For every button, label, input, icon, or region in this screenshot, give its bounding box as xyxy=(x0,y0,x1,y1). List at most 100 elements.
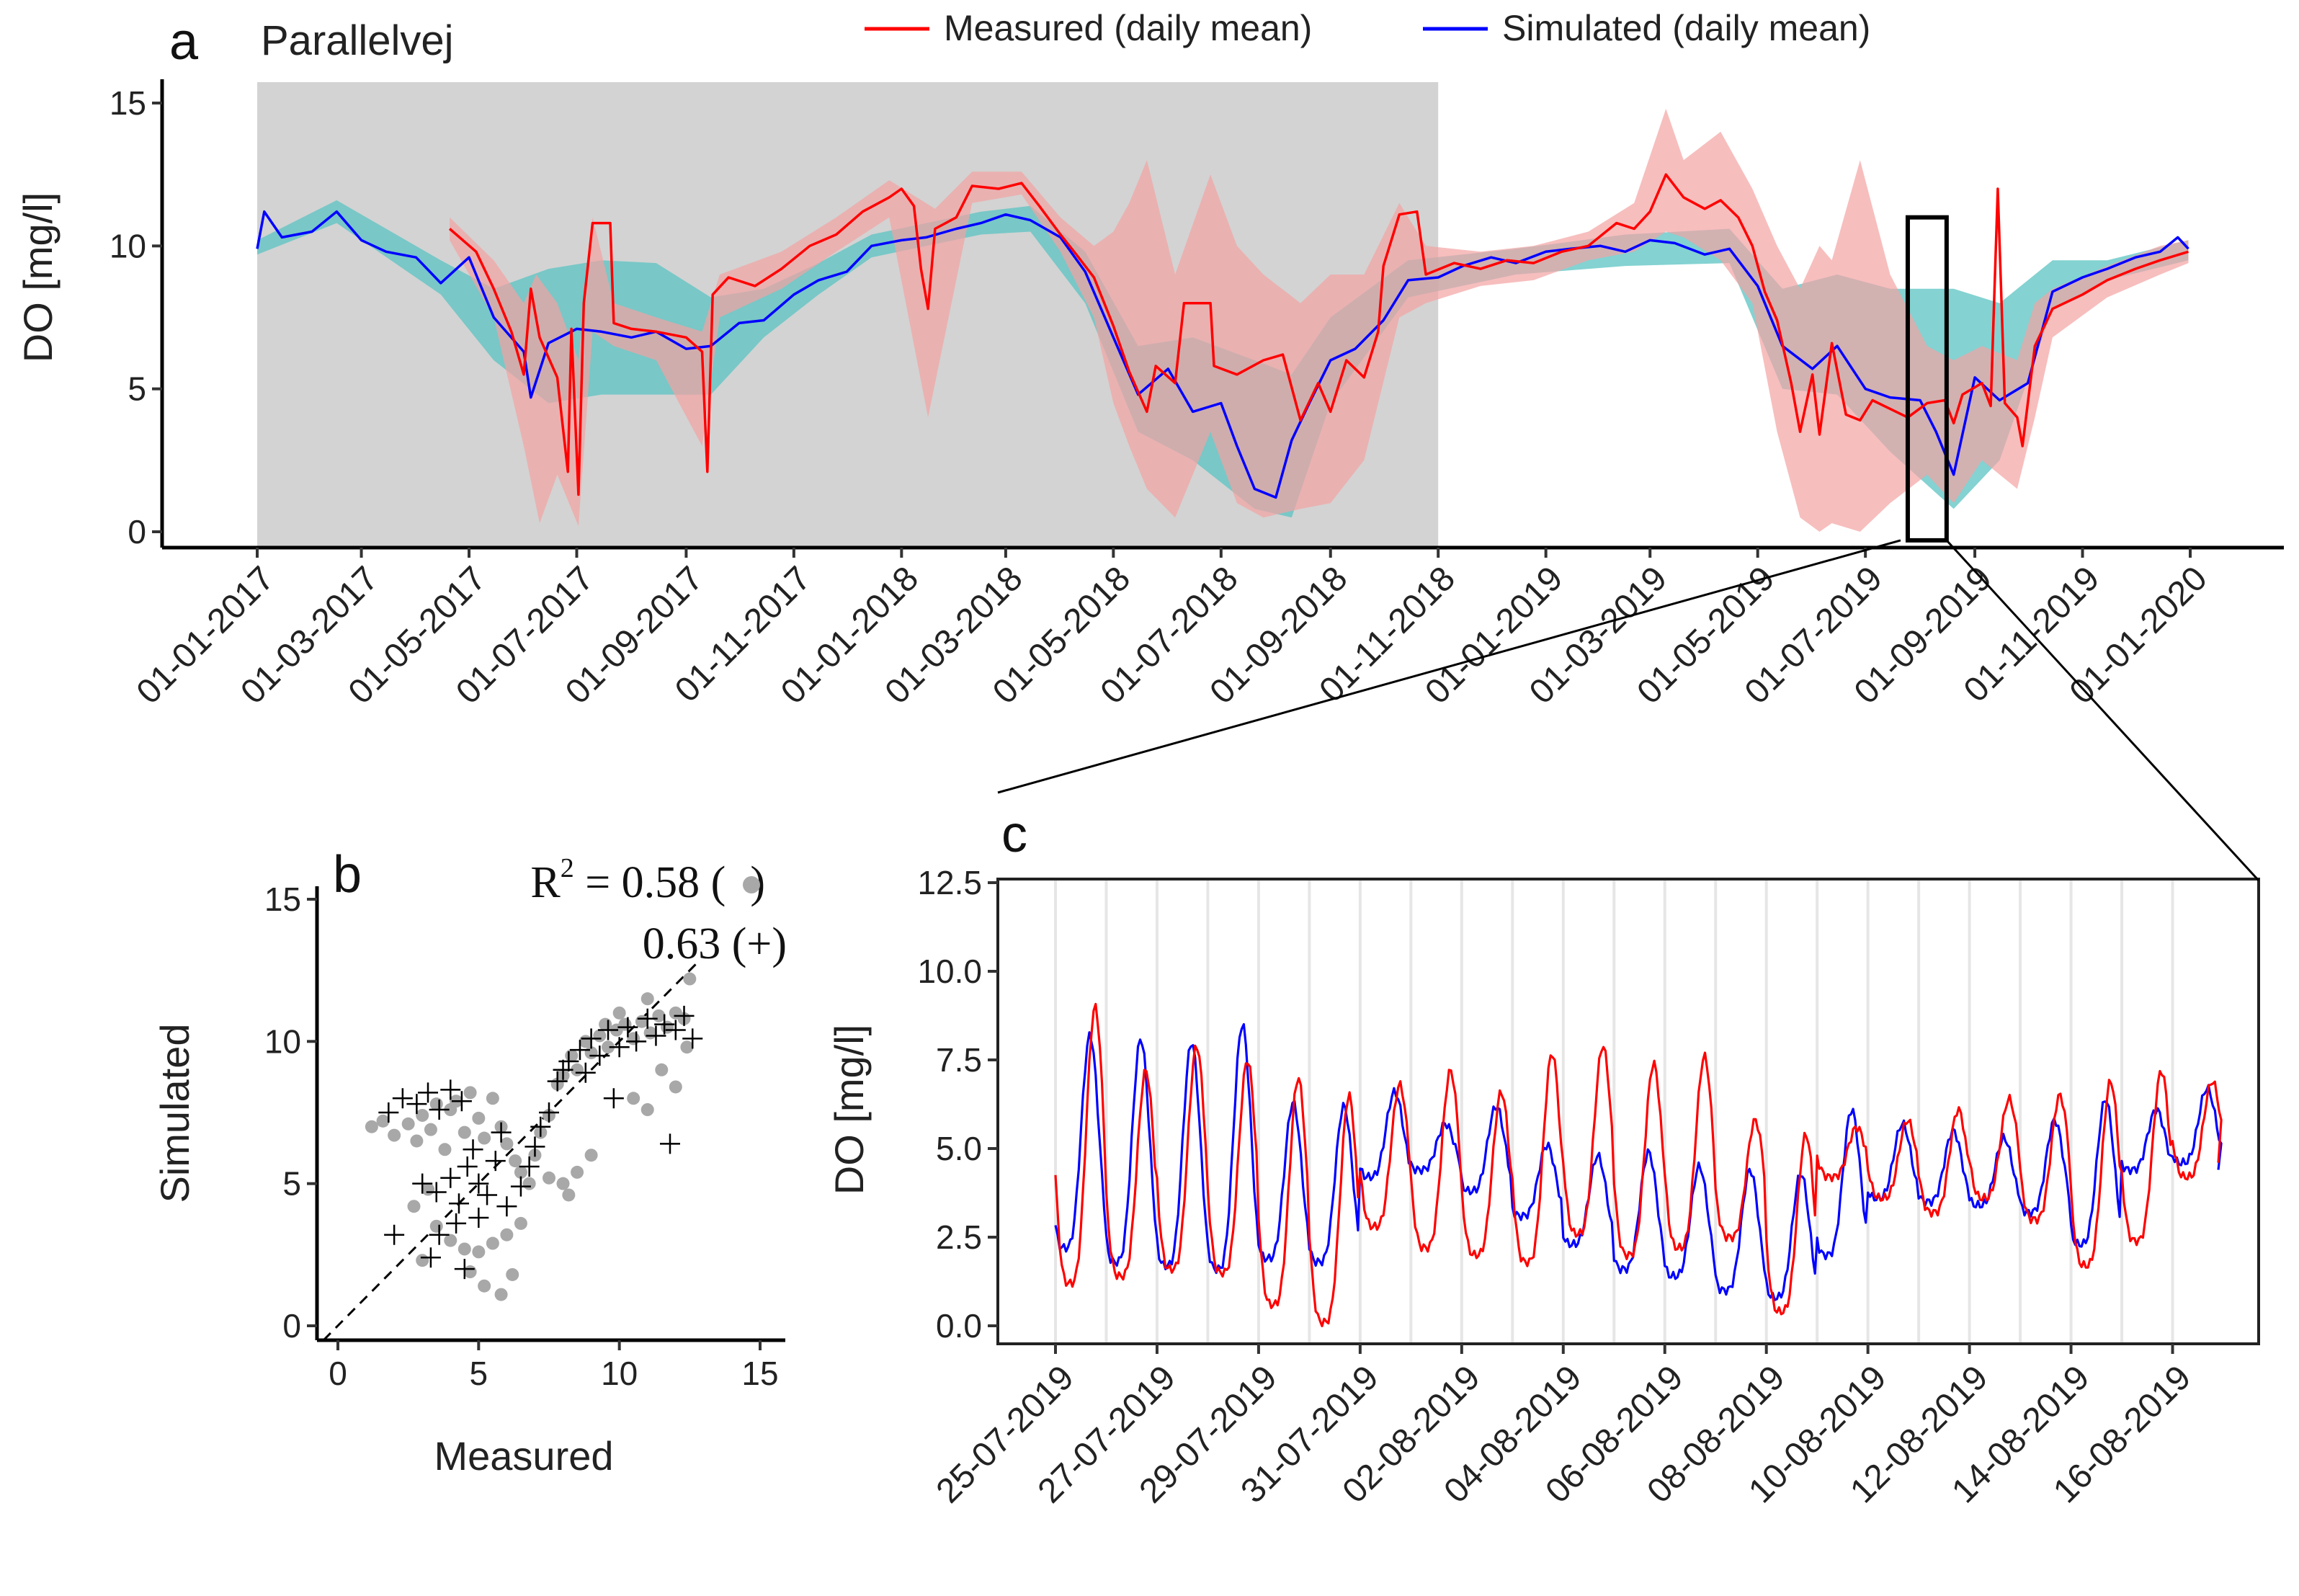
scatter-plus-point xyxy=(477,1185,498,1205)
scatter-plus-point xyxy=(392,1088,413,1109)
panel-c-background xyxy=(998,879,2259,1344)
scatter-dot-point xyxy=(457,1242,471,1256)
scatter-dot-point xyxy=(669,1080,682,1094)
scatter-dot-point xyxy=(472,1245,486,1259)
panel-b-ytick-label: 10 xyxy=(264,1022,301,1060)
scatter-plus-point xyxy=(496,1196,517,1217)
scatter-dot-point xyxy=(562,1188,576,1202)
scatter-plus-point xyxy=(378,1102,399,1123)
scatter-plus-point xyxy=(646,1025,666,1046)
scatter-plus-point xyxy=(463,1139,483,1160)
legend: Measured (daily mean) Simulated (daily m… xyxy=(865,8,1870,48)
scatter-plus-point xyxy=(510,1176,531,1197)
simulated-series-line xyxy=(256,210,2189,499)
scatter-dot-point xyxy=(556,1177,570,1190)
scatter-dot-point xyxy=(514,1165,527,1179)
scatter-dot-point xyxy=(635,1015,648,1028)
scatter-dot-point xyxy=(640,992,654,1006)
scatter-dot-point xyxy=(416,1108,429,1122)
panel-a-ytick-label: 15 xyxy=(110,84,146,122)
r2-value-dots: = 0.58 ( xyxy=(574,858,726,907)
scatter-dot-point xyxy=(407,1200,421,1213)
scatter-dot-point xyxy=(500,1228,514,1241)
scatter-plus-point xyxy=(609,1037,630,1058)
scatter-plus-point xyxy=(440,1167,461,1188)
scatter-plus-point xyxy=(519,1156,540,1177)
scatter-dot-point xyxy=(424,1123,437,1136)
scatter-dot-point xyxy=(486,1092,499,1105)
scatter-plus-point xyxy=(418,1082,439,1103)
r2-symbol: R xyxy=(530,858,561,907)
scatter-plus-point xyxy=(637,1008,658,1029)
scatter-dot-point xyxy=(494,1288,508,1301)
panel-c-ytick-label: 5.0 xyxy=(936,1130,982,1167)
scatter-plus-point xyxy=(468,1173,489,1194)
panel-b-xtick-label: 10 xyxy=(601,1355,638,1392)
panel-c-ylabel: DO [mg/l] xyxy=(826,1025,872,1195)
scatter-dot-point xyxy=(410,1134,424,1148)
panel-c-ytick-label: 12.5 xyxy=(917,864,982,901)
scatter-plus-point xyxy=(569,1040,590,1061)
scatter-dot-point xyxy=(599,1017,612,1031)
panel-c-frame xyxy=(996,878,2260,1345)
scatter-plus-point xyxy=(553,1059,573,1080)
scatter-dot-point xyxy=(421,1182,435,1196)
scatter-dot-point xyxy=(612,1006,626,1020)
scatter-dot-point xyxy=(457,1125,471,1139)
scatter-plus-point xyxy=(485,1151,506,1172)
scatter-dot-point xyxy=(627,1032,640,1046)
scatter-dot-point xyxy=(627,1092,640,1105)
scatter-plus-point xyxy=(547,1071,568,1092)
panel-b-xtick-label: 15 xyxy=(741,1355,778,1392)
panel-b-ytick-label: 15 xyxy=(264,881,301,918)
scatter-plus-point xyxy=(589,1046,610,1066)
panel-c-ytick-label: 2.5 xyxy=(936,1218,982,1256)
r2-line-1: R2 = 0.58 (‌) xyxy=(530,853,765,907)
scatter-dot-point xyxy=(579,1035,592,1048)
panel-c-ytick-label: 7.5 xyxy=(936,1041,982,1079)
scatter-plus-point xyxy=(429,1100,450,1120)
scatter-dot-point xyxy=(478,1279,491,1293)
scatter-dot-point xyxy=(376,1114,390,1128)
scatter-dot-point xyxy=(565,1049,579,1063)
scatter-dot-point xyxy=(486,1236,499,1250)
scatter-plus-point xyxy=(617,1017,638,1038)
scatter-plus-point xyxy=(412,1173,433,1194)
panel-a-ylabel: DO [mg/l] xyxy=(15,192,61,362)
panel-c-ytick-label: 0.0 xyxy=(936,1307,982,1345)
scatter-dot-point xyxy=(584,1149,598,1162)
legend-simulated-label: Simulated (daily mean) xyxy=(1502,8,1870,48)
scatter-dot-point xyxy=(661,1020,674,1034)
scatter-dot-point xyxy=(571,1165,584,1179)
scatter-plus-point xyxy=(426,1182,447,1203)
scatter-plus-point xyxy=(665,1020,686,1040)
scatter-dot-point xyxy=(472,1111,486,1125)
r2-dot-icon xyxy=(743,876,760,893)
panel-c-label: c xyxy=(1001,806,1027,863)
scatter-dot-point xyxy=(506,1267,519,1281)
panel-b-plot: 0 5 10 15 0 5 10 15 xyxy=(264,881,785,1392)
scatter-dot-point xyxy=(401,1117,415,1131)
scatter-dot-point xyxy=(509,1154,522,1168)
scatter-dot-point xyxy=(429,1219,443,1233)
scatter-plus-point xyxy=(581,1028,602,1049)
measured-series-line xyxy=(448,173,2189,496)
panel-b-ytick-label: 5 xyxy=(282,1165,301,1203)
measured-series-line-zoom xyxy=(1054,1002,2223,1327)
scatter-dot-point xyxy=(652,1009,666,1022)
r2-line-2: 0.63 (+) xyxy=(643,919,787,968)
panel-a-ytick-label: 5 xyxy=(128,370,146,408)
scatter-dot-point xyxy=(643,1026,657,1040)
scatter-plus-point xyxy=(659,1133,680,1154)
zoom-connector-right xyxy=(1945,539,2260,882)
scatter-plus-point xyxy=(440,1079,461,1100)
scatter-dot-point xyxy=(463,1086,477,1100)
legend-measured-label: Measured (daily mean) xyxy=(944,8,1312,48)
scatter-plus-point xyxy=(603,1088,624,1109)
scatter-dot-point xyxy=(640,1103,654,1117)
measured-range-band xyxy=(450,108,2189,532)
scatter-plus-point xyxy=(446,1213,467,1234)
scatter-dot-point xyxy=(602,1040,615,1054)
scatter-dot-point xyxy=(388,1128,401,1142)
scatter-dot-point xyxy=(680,1040,694,1054)
